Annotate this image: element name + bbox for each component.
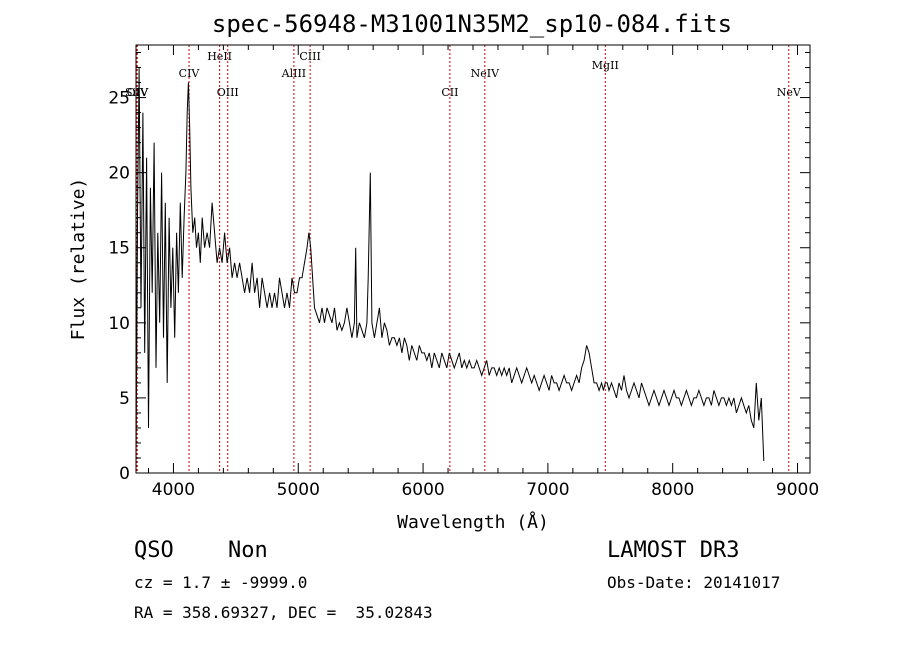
y-tick-label: 15 (108, 239, 130, 259)
y-tick-label: 0 (119, 464, 130, 484)
y-tick-label: 10 (108, 314, 130, 334)
x-tick-label: 8000 (651, 480, 694, 500)
x-tick-label: 6000 (401, 480, 444, 500)
y-tick-label: 25 (108, 89, 130, 109)
emission-line-label: SiIV (125, 86, 149, 99)
redshift-line: cz = 1.7 ± -9999.0 (134, 573, 308, 592)
chart-title: spec-56948-M31001N35M2_sp10-084.fits (212, 10, 732, 38)
emission-line-label: OIV (127, 86, 149, 99)
plot-frame (135, 44, 811, 474)
y-tick-label: 5 (119, 389, 130, 409)
x-tick-label: 4000 (152, 480, 195, 500)
y-axis: 0 5 10 15 20 25 (108, 52, 810, 484)
y-axis-label: Flux (relative) (68, 178, 89, 341)
object-subclass: Non (228, 538, 268, 563)
emission-line-label: NeIV (471, 67, 500, 80)
emission-line-label: AlIII (281, 67, 307, 80)
emission-line-label: CIV (179, 67, 201, 80)
x-axis-label: Wavelength (Å) (397, 511, 549, 533)
x-tick-label: 7000 (526, 480, 569, 500)
emission-line-label: MgII (592, 59, 619, 72)
x-tick-label: 9000 (776, 480, 819, 500)
emission-line-label: NeV (777, 86, 802, 99)
emission-line-label: CII (441, 86, 458, 99)
x-axis: 4000 5000 6000 7000 8000 9000 (147, 45, 819, 500)
object-class: QSO (134, 538, 174, 563)
survey-name: LAMOST DR3 (607, 538, 740, 563)
x-tick-label: 5000 (277, 480, 320, 500)
emission-line-label: CIII (299, 50, 320, 63)
coordinates-line: RA = 358.69327, DEC = 35.02843 (134, 603, 433, 622)
emission-line-label: HeII (207, 50, 232, 63)
observation-date: Obs-Date: 20141017 (607, 573, 781, 592)
y-tick-label: 20 (108, 164, 130, 184)
emission-line-label: OIII (217, 86, 239, 99)
spectrum-line (135, 67, 765, 466)
